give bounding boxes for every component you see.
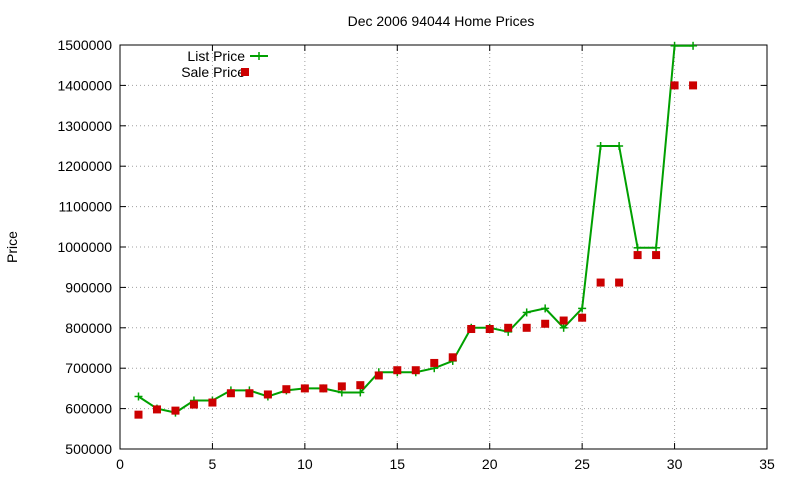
y-axis-label: Price bbox=[4, 231, 20, 263]
list-price-point bbox=[596, 142, 605, 150]
sale-price-point bbox=[615, 278, 624, 287]
sale-price-point bbox=[559, 316, 568, 325]
list-price-point bbox=[633, 243, 642, 252]
sale-price-point bbox=[689, 81, 698, 90]
sale-price-point bbox=[652, 251, 661, 260]
legend-label: Sale Price bbox=[181, 64, 245, 80]
sale-price-point bbox=[171, 406, 180, 415]
y-tick-label: 1500000 bbox=[57, 37, 112, 53]
x-tick-label: 25 bbox=[574, 456, 590, 472]
legend-item-list-price: List Price bbox=[187, 48, 268, 64]
grid-layer bbox=[120, 45, 767, 449]
x-tick-label: 10 bbox=[297, 456, 313, 472]
sale-price-point bbox=[152, 405, 161, 414]
sale-price-point bbox=[208, 398, 217, 407]
sale-price-point bbox=[504, 323, 513, 332]
ticks-layer: 0 5 10 15 20 25 30 35 500000 600000 700000 800000 90… bbox=[57, 37, 775, 472]
list-price-point bbox=[670, 41, 679, 50]
list-price-point bbox=[615, 142, 624, 150]
sale-price-point bbox=[448, 353, 457, 362]
sale-price-point bbox=[282, 385, 291, 394]
sale-price-point bbox=[578, 313, 587, 322]
legend-square-swatch bbox=[241, 68, 249, 76]
sale-price-point bbox=[670, 81, 679, 90]
sale-price-point bbox=[430, 358, 439, 367]
sale-price-point bbox=[263, 390, 272, 399]
x-tick-label: 0 bbox=[116, 456, 124, 472]
y-tick-label: 800000 bbox=[65, 320, 112, 336]
y-tick-label: 1200000 bbox=[57, 158, 112, 174]
list-price-point bbox=[356, 388, 365, 397]
sale-price-point bbox=[337, 382, 346, 391]
sale-price-point bbox=[467, 325, 476, 334]
x-tick-label: 5 bbox=[209, 456, 217, 472]
sale-price-point bbox=[393, 366, 402, 375]
list-price-point bbox=[652, 243, 661, 252]
sale-price-point bbox=[522, 323, 531, 332]
sale-price-point bbox=[226, 389, 235, 398]
sale-price-point bbox=[356, 381, 365, 390]
legend-item-sale-price: Sale Price bbox=[181, 64, 249, 80]
list-price-point bbox=[578, 304, 587, 313]
legend-label: List Price bbox=[187, 48, 245, 64]
y-tick-label: 700000 bbox=[65, 360, 112, 376]
sale-price-point bbox=[245, 389, 254, 398]
sale-price-point bbox=[319, 384, 328, 393]
sale-price-point bbox=[541, 319, 550, 328]
y-tick-label: 1400000 bbox=[57, 77, 112, 93]
sale-price-point bbox=[134, 410, 143, 419]
sale-price-point bbox=[596, 278, 605, 287]
y-tick-label: 900000 bbox=[65, 279, 112, 295]
y-tick-label: 1000000 bbox=[57, 239, 112, 255]
list-price-point bbox=[522, 308, 531, 317]
sale-price-point bbox=[485, 325, 494, 334]
list-price-line bbox=[137, 44, 694, 414]
list-price-point bbox=[134, 392, 143, 401]
list-price-point bbox=[559, 323, 568, 332]
x-tick-label: 30 bbox=[667, 456, 683, 472]
sale-price-point bbox=[300, 384, 309, 393]
sale-price-point bbox=[374, 371, 383, 380]
list-price-point bbox=[541, 304, 550, 313]
list-price-point bbox=[689, 41, 698, 50]
sale-price-point bbox=[633, 251, 642, 260]
sale-price-point bbox=[189, 400, 198, 409]
x-tick-label: 35 bbox=[759, 456, 775, 472]
sale-price-point bbox=[411, 366, 420, 375]
y-tick-label: 600000 bbox=[65, 401, 112, 417]
x-tick-label: 20 bbox=[482, 456, 498, 472]
x-tick-label: 15 bbox=[389, 456, 405, 472]
y-tick-label: 1100000 bbox=[59, 199, 113, 215]
y-tick-label: 1300000 bbox=[57, 118, 112, 134]
y-tick-label: 500000 bbox=[65, 441, 112, 457]
series-layer bbox=[134, 41, 698, 419]
chart-title: Dec 2006 94044 Home Prices bbox=[348, 13, 535, 29]
